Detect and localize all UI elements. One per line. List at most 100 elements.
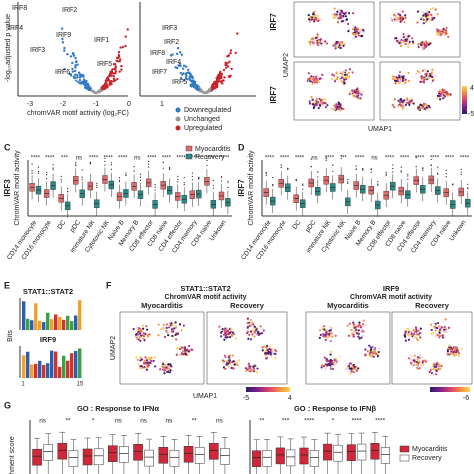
cell — [224, 367, 227, 371]
cell — [250, 338, 253, 341]
point — [222, 68, 226, 72]
cell — [393, 16, 396, 19]
cell — [352, 335, 355, 338]
cell — [173, 327, 176, 330]
cell — [320, 43, 324, 47]
cell — [407, 329, 410, 332]
cell — [376, 354, 380, 358]
cell — [342, 107, 345, 111]
cell — [352, 323, 356, 326]
point — [199, 88, 202, 92]
cell — [433, 361, 436, 364]
cell — [398, 79, 401, 82]
cell — [261, 327, 264, 331]
cell — [341, 41, 344, 44]
cell — [224, 334, 228, 337]
box — [262, 450, 272, 467]
gene-label: IRF9 — [56, 32, 71, 39]
cell — [345, 18, 348, 21]
cell — [397, 16, 400, 19]
cell — [247, 362, 250, 365]
motif-title: STAT1::STAT2 — [23, 287, 73, 296]
legend-label: Recovery — [412, 455, 442, 462]
cell — [395, 19, 398, 22]
cell — [349, 91, 352, 94]
cell — [254, 364, 257, 367]
cell — [404, 14, 407, 17]
cell — [137, 330, 140, 334]
cell — [369, 348, 373, 352]
point — [120, 68, 123, 71]
cell — [351, 92, 354, 95]
point — [230, 67, 233, 71]
cell — [410, 359, 413, 363]
point — [104, 86, 107, 89]
cell — [411, 363, 414, 367]
outlier — [169, 166, 171, 169]
outlier — [118, 177, 121, 179]
cell — [414, 332, 417, 335]
cell — [423, 107, 426, 110]
axis-title: UMAP1 — [193, 393, 217, 400]
cell — [157, 323, 160, 326]
box — [108, 445, 118, 462]
cell — [364, 324, 368, 327]
cell — [373, 349, 376, 352]
significance: ns — [39, 418, 47, 425]
point — [202, 91, 205, 94]
cell — [426, 18, 429, 21]
cell — [165, 366, 168, 369]
axis-title: Bits — [7, 330, 14, 342]
cell — [153, 356, 157, 359]
cell — [419, 327, 422, 330]
outlier — [104, 160, 106, 163]
cell — [148, 333, 151, 336]
outlier — [191, 179, 193, 181]
cell — [351, 27, 354, 31]
panel-label: C — [4, 142, 11, 152]
outlier — [385, 171, 387, 174]
point — [75, 79, 78, 82]
cell — [226, 329, 229, 333]
cell — [222, 361, 225, 364]
cell — [337, 107, 340, 110]
cell — [439, 94, 442, 98]
cell — [404, 78, 407, 81]
cell — [336, 21, 340, 24]
umap-frame — [391, 311, 473, 385]
cell — [377, 350, 380, 354]
point — [63, 49, 66, 52]
cell — [150, 359, 153, 362]
cell — [274, 352, 277, 356]
cell — [248, 321, 251, 324]
cell — [258, 332, 261, 335]
point — [76, 74, 79, 77]
significance: ns — [140, 418, 148, 425]
cell — [316, 75, 319, 78]
cell — [361, 330, 364, 333]
cell — [423, 68, 426, 71]
cell — [331, 13, 335, 16]
cell — [352, 36, 355, 40]
significance: * — [92, 418, 95, 425]
cell — [398, 38, 402, 41]
cell — [443, 328, 446, 331]
cell — [424, 19, 427, 22]
cell — [132, 327, 135, 331]
cell — [267, 352, 270, 355]
box — [194, 447, 205, 464]
cell — [228, 360, 231, 364]
cell — [171, 334, 174, 338]
cell — [139, 365, 142, 368]
outlier — [31, 163, 33, 165]
cell — [397, 13, 400, 16]
significance: **** — [304, 418, 315, 425]
outlier — [317, 176, 319, 178]
cell — [433, 367, 436, 370]
umap-frame — [379, 61, 461, 121]
outlier — [191, 175, 193, 178]
outlier — [265, 174, 267, 177]
axis-title: ChromVAR motif activity — [14, 150, 21, 226]
cell — [145, 359, 148, 362]
tick-label: -1 — [93, 101, 99, 108]
